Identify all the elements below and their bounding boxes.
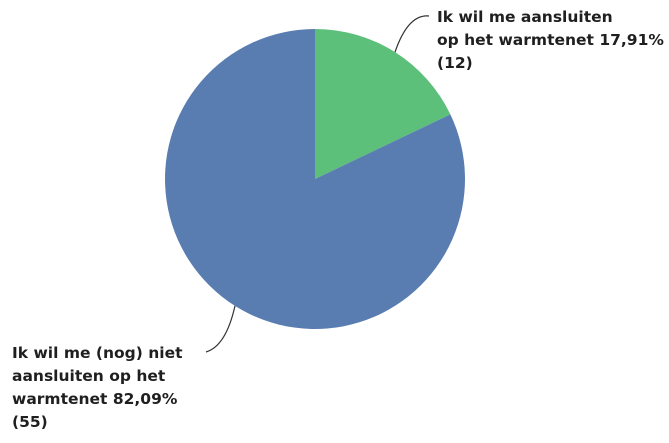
pie-slices [164,29,465,330]
slice-label-niet-line-1: Ik wil me (nog) niet [12,344,183,362]
pie-slice-niet-aansluiten [164,29,465,330]
slice-label-niet-aansluiten: Ik wil me (nog) niet aansluiten op het w… [12,342,183,434]
leader-lines [205,15,430,353]
slice-label-niet-line-4: (55) [12,413,48,431]
pie-slice-aansluiten [315,29,451,179]
slice-label-aansluiten-line-2: op het warmtenet 17,91% [437,31,664,49]
slice-label-niet-line-2: aansluiten op het [12,367,166,385]
leader-line-niet-aansluiten [205,305,236,353]
slice-label-aansluiten: Ik wil me aansluiten op het warmtenet 17… [437,6,664,75]
leader-line-aansluiten [394,15,430,53]
slice-label-niet-line-3: warmtenet 82,09% [12,390,178,408]
slice-label-aansluiten-line-3: (12) [437,54,473,72]
slice-label-aansluiten-line-1: Ik wil me aansluiten [437,8,613,26]
